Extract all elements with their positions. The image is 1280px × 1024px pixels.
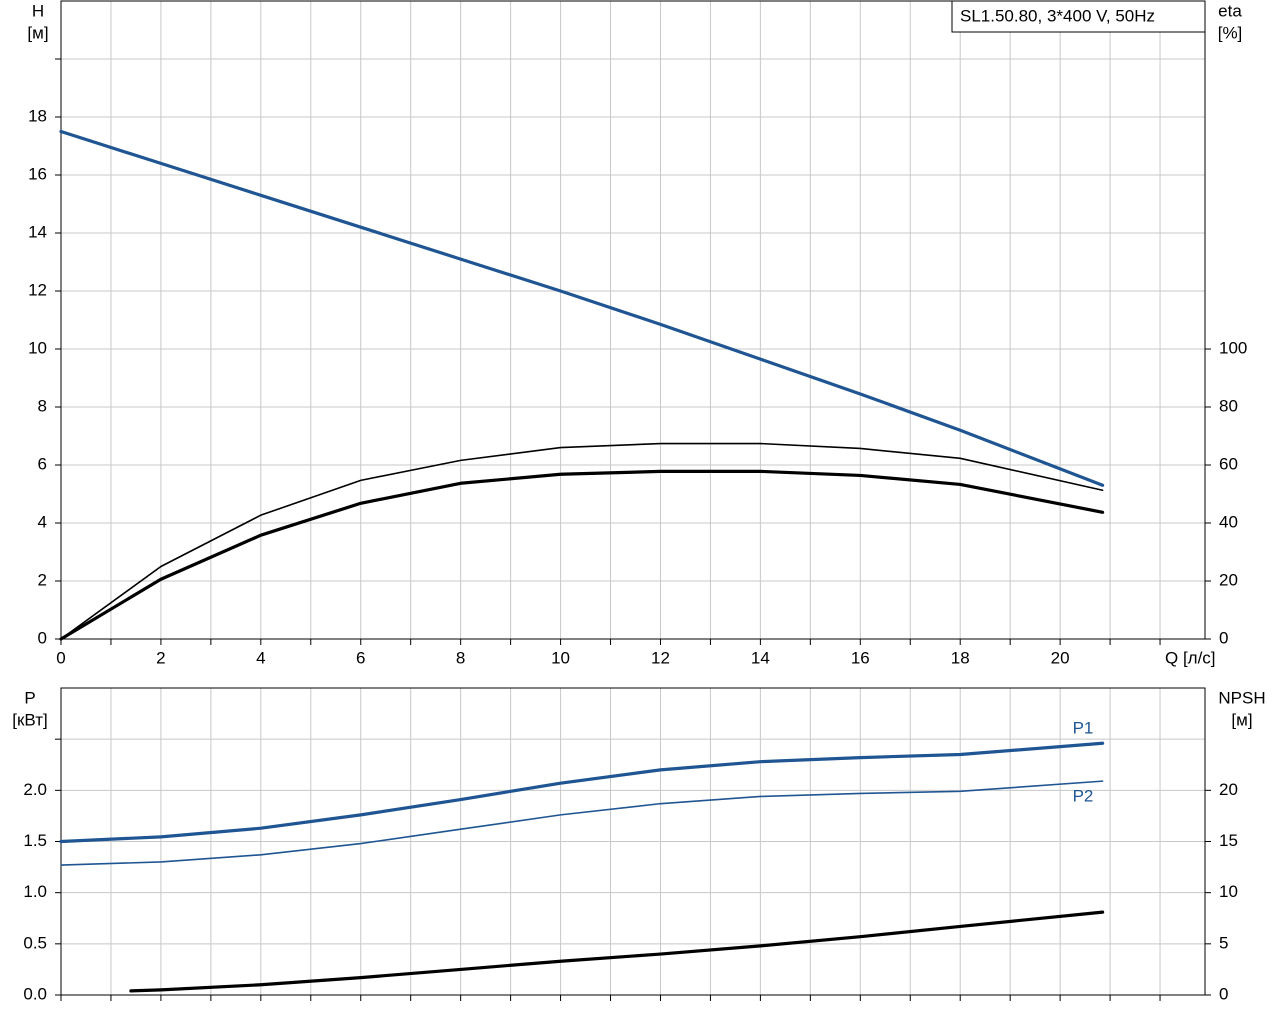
- y2-tick-label: 80: [1219, 396, 1238, 415]
- x-tick-label: 18: [951, 648, 970, 667]
- y-tick-label: 14: [28, 222, 47, 241]
- y2-tick-label: 40: [1219, 512, 1238, 531]
- x-tick-label: 2: [156, 648, 165, 667]
- y-tick-label: 18: [28, 106, 47, 125]
- x-tick-label: 8: [456, 648, 465, 667]
- x-tick-label: 16: [851, 648, 870, 667]
- y-tick-label: 1.0: [23, 882, 47, 901]
- y-axis-label: P: [24, 688, 35, 707]
- y-tick-label: 0.5: [23, 933, 47, 952]
- x-axis-label: Q [л/с]: [1165, 648, 1216, 667]
- x-tick-label: 4: [256, 648, 265, 667]
- curve: [60, 442, 1104, 640]
- y-tick-label: 0.0: [23, 984, 47, 1003]
- series-label: P2: [1073, 787, 1094, 806]
- y-tick-label: 2: [38, 570, 47, 589]
- y2-tick-label: 10: [1219, 882, 1238, 901]
- y2-tick-label: 20: [1219, 780, 1238, 799]
- y-tick-label: 0: [38, 628, 47, 647]
- x-tick-label: 12: [651, 648, 670, 667]
- y-axis-label: H: [32, 1, 44, 20]
- y-tick-label: 4: [38, 512, 47, 531]
- x-tick-label: 14: [751, 648, 770, 667]
- chart-title: SL1.50.80, 3*400 V, 50Hz: [960, 6, 1155, 25]
- series-label: P1: [1073, 719, 1094, 738]
- y2-tick-label: 0: [1219, 984, 1228, 1003]
- x-tick-label: 0: [56, 648, 65, 667]
- x-tick-label: 20: [1051, 648, 1070, 667]
- y2-tick-label: 20: [1219, 570, 1238, 589]
- x-tick-label: 10: [551, 648, 570, 667]
- title-box: [951, 0, 1206, 33]
- y-axis-unit: [м]: [27, 23, 48, 42]
- y-tick-label: 10: [28, 338, 47, 357]
- curve: [129, 910, 1105, 993]
- y2-tick-label: 100: [1219, 338, 1247, 357]
- curve: [59, 469, 1105, 641]
- y2-tick-label: 60: [1219, 454, 1238, 473]
- curve: [60, 780, 1104, 866]
- y-tick-label: 6: [38, 454, 47, 473]
- y2-axis-unit: [%]: [1218, 23, 1243, 42]
- y2-tick-label: 5: [1219, 933, 1228, 952]
- y2-axis-label: eta: [1218, 1, 1242, 20]
- curve: [59, 129, 1105, 487]
- y-tick-label: 12: [28, 280, 47, 299]
- curve: [59, 741, 1105, 844]
- y-axis-unit: [кВт]: [12, 710, 47, 729]
- y2-tick-label: 15: [1219, 831, 1238, 850]
- x-tick-label: 6: [356, 648, 365, 667]
- y-tick-label: 1.5: [23, 831, 47, 850]
- y2-axis-label: NPSH: [1218, 688, 1265, 707]
- y-tick-label: 2.0: [23, 780, 47, 799]
- y2-tick-label: 0: [1219, 628, 1228, 647]
- y2-axis-unit: [м]: [1231, 710, 1252, 729]
- y-tick-label: 8: [38, 396, 47, 415]
- plot-frame: [60, 0, 1206, 640]
- y-tick-label: 16: [28, 164, 47, 183]
